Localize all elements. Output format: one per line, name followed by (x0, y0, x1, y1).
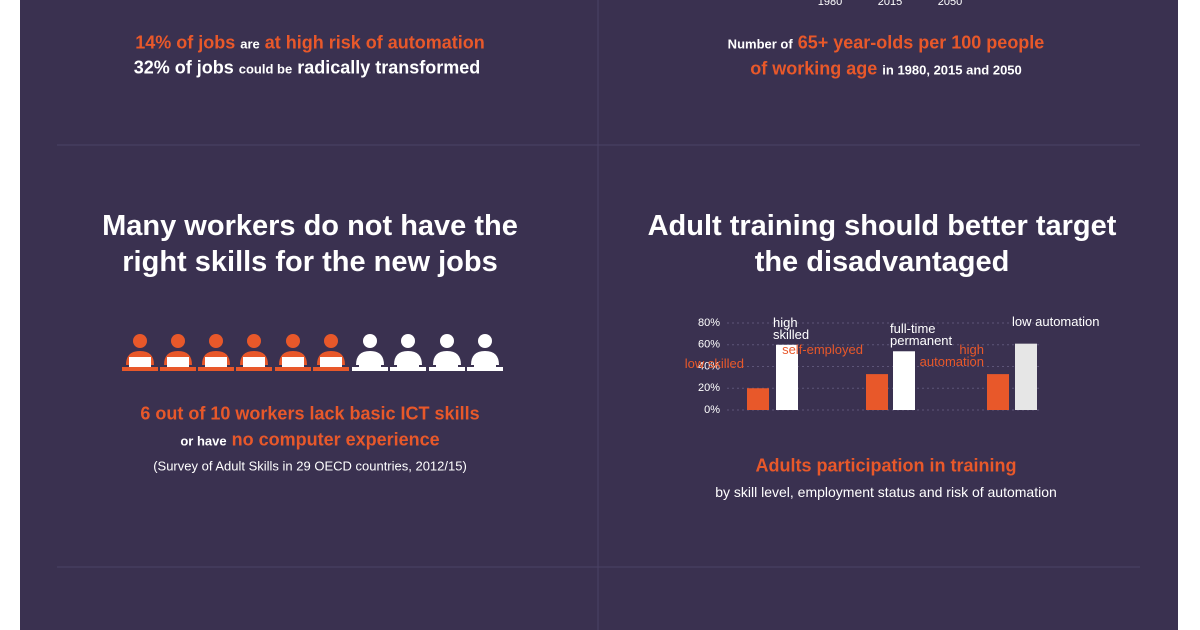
background (20, 0, 1178, 630)
y-tick-label: 60% (698, 339, 720, 351)
bar-label: low automation (1012, 313, 1100, 329)
stat-line: Number of 65+ year-olds per 100 people (728, 33, 1045, 54)
stat-line: or have no computer experience (180, 430, 439, 451)
bar-label: high automation (919, 342, 984, 370)
y-tick-label: 0% (704, 404, 720, 416)
y-tick-label: 80% (698, 317, 720, 329)
axis-label: 2050 (938, 0, 962, 8)
axis-label: 1980 (818, 0, 842, 8)
y-tick-label: 40% (698, 360, 720, 372)
y-tick-label: 20% (698, 382, 720, 394)
text: could be (238, 61, 293, 77)
text: Number of (727, 36, 793, 52)
axis-label: 2015 (878, 0, 902, 8)
text: are (240, 36, 260, 52)
caption: Adults participation in training (756, 456, 1017, 477)
bar (866, 374, 888, 410)
bar-label: high skilled (773, 314, 810, 342)
text: 65+ year-olds per 100 people (797, 32, 1045, 53)
bar (893, 351, 915, 410)
text: 14% of jobs (135, 32, 236, 53)
text: or have (180, 433, 227, 449)
text: of working age (750, 58, 878, 79)
bar (987, 374, 1009, 410)
text: no computer experience (231, 429, 440, 450)
section-title: Many workers do not have the right skill… (102, 210, 518, 278)
text: Adults participation in training (755, 455, 1017, 476)
stat-line: 6 out of 10 workers lack basic ICT skill… (140, 404, 479, 425)
stat-line: 14% of jobs are at high risk of automati… (135, 33, 485, 54)
bar-label: full-time permanent (890, 321, 953, 349)
text: 6 out of 10 workers (140, 403, 305, 424)
bar (776, 344, 798, 410)
text: radically transformed (297, 57, 481, 78)
bar-label: self-employed (782, 342, 863, 358)
text: lack basic ICT skills (309, 403, 480, 424)
note: (Survey of Adult Skills in 29 OECD count… (153, 458, 467, 474)
stat-line: 32% of jobs could be radically transform… (134, 58, 481, 79)
bar (1015, 343, 1037, 410)
text: at high risk of automation (264, 32, 485, 53)
text: in 1980, 2015 and 2050 (882, 62, 1022, 78)
stat-line: of working age in 1980, 2015 and 2050 (750, 59, 1022, 80)
text: 32% of jobs (133, 57, 234, 78)
bar (747, 388, 769, 410)
worker-icons (122, 334, 503, 371)
bar-label: low skilled (684, 356, 744, 372)
section-title: Adult training should better target the … (647, 210, 1117, 278)
subcaption: by skill level, employment status and ri… (715, 484, 1057, 500)
